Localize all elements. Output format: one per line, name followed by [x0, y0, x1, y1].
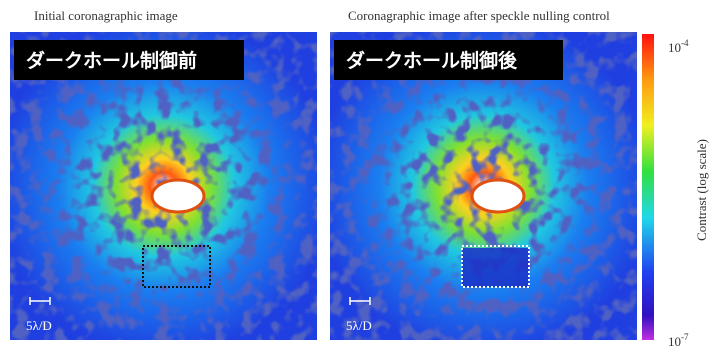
panel-caption: Initial coronagraphic image	[34, 8, 178, 23]
panel-caption: Coronagraphic image after speckle nullin…	[348, 8, 610, 23]
colorbar-title: Contrast (log scale)	[694, 139, 709, 241]
scale-label: 5λ/D	[346, 318, 372, 333]
colorbar-tick: 10-4	[668, 38, 689, 55]
colorbar-tick: 10-7	[668, 332, 689, 348]
panel-label: ダークホール制御後	[346, 49, 518, 72]
colorbar	[642, 34, 654, 340]
panel-label: ダークホール制御前	[26, 49, 197, 72]
figure: Initial coronagraphic image Coronagraphi…	[0, 0, 722, 348]
image-panel: ダークホール制御前 5λ/D	[10, 32, 317, 340]
image-panel: ダークホール制御後 5λ/D	[330, 32, 637, 340]
scale-label: 5λ/D	[26, 318, 52, 333]
